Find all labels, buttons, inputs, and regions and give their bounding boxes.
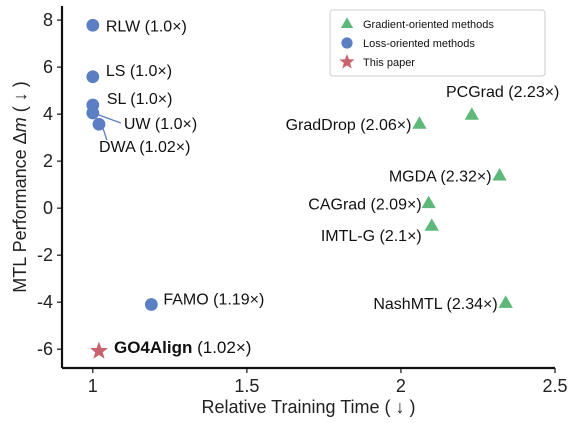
- data-points: [86, 18, 513, 359]
- legend: Gradient-oriented methods Loss-oriented m…: [329, 9, 546, 77]
- y-axis-title: MTL Performance Δm ( ↓ ): [10, 81, 30, 292]
- legend-entry-label: This paper: [363, 57, 415, 69]
- y-axis-title-part: m: [10, 117, 30, 132]
- point-label: IMTL-G (2.1×): [321, 228, 422, 245]
- x-tick-label: 2: [396, 376, 406, 396]
- y-tick-label: -2: [37, 245, 53, 265]
- circle-marker: [144, 298, 158, 311]
- triangle-marker: [492, 168, 507, 181]
- y-tick-label: 8: [43, 10, 53, 30]
- x-tick-label: 1: [88, 376, 98, 396]
- point-label-suffix: (1.02×): [192, 338, 251, 357]
- point-label: GradDrop (2.06×): [286, 117, 412, 134]
- legend-entry-label: Gradient-oriented methods: [363, 19, 494, 31]
- point-label: GO4Align (1.02×): [114, 338, 251, 357]
- triangle-marker: [498, 295, 513, 308]
- point-label: FAMO (1.19×): [163, 292, 264, 309]
- y-tick-label: 4: [43, 104, 53, 124]
- star-marker: [89, 341, 108, 359]
- legend-entry-label: Loss-oriented methods: [363, 38, 475, 50]
- point-label: DWA (1.02×): [99, 139, 190, 156]
- y-tick-label: 0: [43, 198, 53, 218]
- triangle-marker: [412, 116, 427, 129]
- x-tick-label: 1.5: [234, 376, 259, 396]
- x-axis-title: Relative Training Time ( ↓ ): [201, 397, 415, 417]
- legend-triangle-marker: [340, 17, 354, 29]
- point-label: RLW (1.0×): [106, 18, 187, 35]
- triangle-marker: [421, 195, 436, 209]
- y-axis-title-part: MTL Performance Δ: [10, 132, 30, 292]
- triangle-marker: [464, 107, 479, 120]
- y-tick-label: 6: [43, 57, 53, 77]
- circle-marker: [86, 106, 100, 120]
- point-label: PCGrad (2.23×): [446, 84, 559, 101]
- y-tick-label: 2: [43, 151, 53, 171]
- point-label: CAGrad (2.09×): [308, 196, 421, 213]
- point-label: MGDA (2.32×): [389, 169, 492, 186]
- legend-box: [329, 9, 546, 77]
- triangle-marker: [424, 218, 439, 231]
- circle-marker: [92, 117, 106, 131]
- axes: 1 1.5 2 2.5 8 6 4 2 0 -2 -4 -6: [37, 6, 568, 396]
- point-label-name: GO4Align: [114, 338, 192, 357]
- point-label: LS (1.0×): [106, 63, 172, 80]
- legend-star-marker: [339, 54, 355, 69]
- point-label: SL (1.0×): [107, 91, 173, 108]
- leader-line: [102, 128, 108, 141]
- x-tick-label: 2.5: [542, 376, 567, 396]
- point-label: UW (1.0×): [124, 116, 197, 133]
- legend-circle-marker: [341, 37, 353, 49]
- circle-marker: [86, 18, 100, 32]
- y-tick-label: -4: [37, 292, 53, 312]
- circle-marker: [86, 70, 100, 84]
- leader-lines: [98, 114, 122, 141]
- point-label: NashMTL (2.34×): [373, 296, 497, 313]
- y-axis-title-part: ( ↓ ): [10, 81, 30, 117]
- y-tick-label: -6: [37, 339, 53, 359]
- point-labels: PCGrad (2.23×) GradDrop (2.06×) MGDA (2.32…: [99, 18, 559, 357]
- leader-line: [98, 114, 122, 124]
